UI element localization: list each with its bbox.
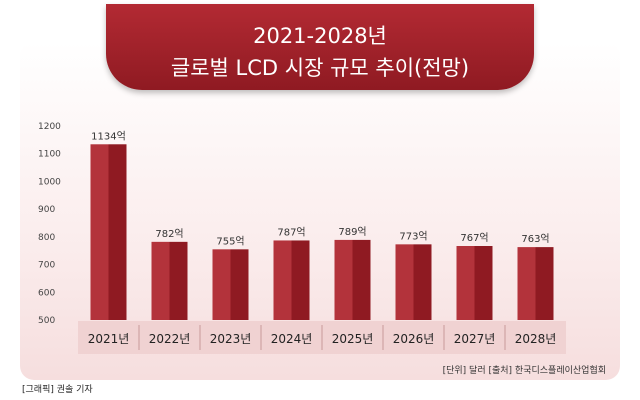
bar-value-label: 1134억 [91, 130, 126, 142]
x-category-label: 2025년 [332, 332, 374, 346]
y-tick-label: 1000 [38, 177, 61, 187]
y-tick-label: 600 [38, 288, 55, 298]
bar-shade [169, 241, 188, 320]
bar [273, 240, 292, 320]
bar-value-label: 755억 [216, 235, 244, 247]
bar-shade [474, 246, 493, 320]
bar-shade [352, 239, 371, 320]
bar-shade [413, 244, 432, 320]
bar-shade [535, 247, 554, 320]
y-tick-label: 800 [38, 233, 55, 243]
bar [334, 239, 353, 320]
y-tick-label: 1100 [38, 150, 61, 160]
bar-shade [291, 240, 310, 320]
x-category-label: 2024년 [271, 332, 313, 346]
x-category-label: 2021년 [88, 332, 130, 346]
chart-title-line2: 글로벌 LCD 시장 규모 추이(전망) [170, 56, 470, 80]
x-category-label: 2022년 [149, 332, 191, 346]
bar [517, 247, 536, 320]
bar [212, 249, 231, 320]
bar-shade [230, 249, 249, 320]
x-category-label: 2023년 [210, 332, 252, 346]
title-banner: 2021-2028년 글로벌 LCD 시장 규모 추이(전망) [106, 4, 534, 90]
bar-value-label: 782억 [155, 228, 183, 240]
x-category-label: 2026년 [393, 332, 435, 346]
bar [395, 244, 414, 320]
graphic-credit: [그래픽] 권솔 기자 [22, 385, 93, 395]
bar-value-label: 767억 [460, 232, 488, 244]
x-category-label: 2028년 [515, 332, 557, 346]
y-tick-label: 1200 [38, 122, 61, 132]
bar [90, 144, 109, 320]
bar-value-label: 763억 [521, 233, 549, 245]
bar-shade [108, 144, 127, 320]
y-tick-label: 700 [38, 261, 55, 271]
bar [456, 246, 475, 320]
bar [151, 241, 170, 320]
bar-value-label: 773억 [399, 230, 427, 242]
y-tick-label: 500 [38, 316, 55, 326]
source-note: [단위] 달러 [출처] 한국디스플레이산업협회 [442, 366, 606, 376]
y-tick-label: 900 [38, 205, 55, 215]
bar-value-label: 787억 [277, 226, 305, 238]
chart-title-line1: 2021-2028년 [253, 24, 387, 48]
x-category-label: 2027년 [454, 332, 496, 346]
bar-value-label: 789억 [338, 226, 366, 238]
